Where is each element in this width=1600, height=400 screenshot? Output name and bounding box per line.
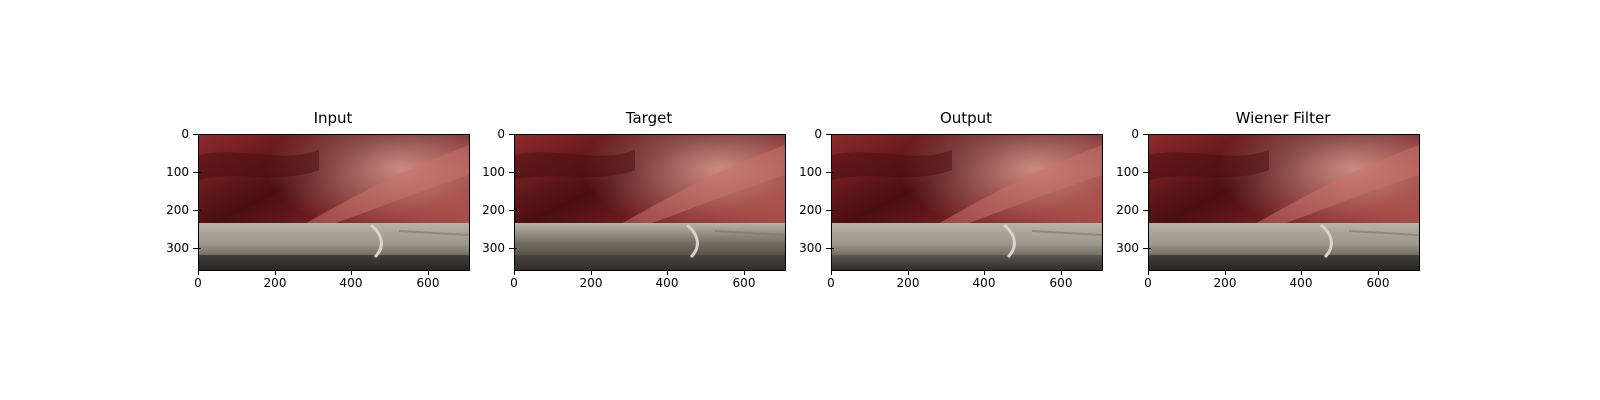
image-frame bbox=[198, 134, 470, 271]
x-tick-label: 400 bbox=[1289, 276, 1313, 290]
y-tick-mark bbox=[509, 248, 517, 249]
x-tick-mark bbox=[667, 270, 668, 275]
y-tick-mark bbox=[193, 134, 201, 135]
surgical-scene-image bbox=[1149, 135, 1419, 270]
y-tick-mark bbox=[1143, 210, 1151, 211]
x-tick-label: 200 bbox=[579, 276, 603, 290]
y-tick-mark bbox=[193, 210, 201, 211]
x-tick-label: 0 bbox=[827, 276, 835, 290]
y-tick-label: 0 bbox=[181, 127, 189, 141]
y-tick-label: 200 bbox=[166, 203, 189, 217]
x-tick-label: 0 bbox=[510, 276, 518, 290]
y-tick-mark bbox=[193, 248, 201, 249]
image-frame bbox=[1148, 134, 1420, 271]
y-tick-mark bbox=[509, 172, 517, 173]
x-tick-label: 600 bbox=[416, 276, 440, 290]
x-tick-label: 600 bbox=[1049, 276, 1073, 290]
y-tick-mark bbox=[1143, 248, 1151, 249]
y-tick-mark bbox=[826, 210, 834, 211]
x-tick-mark bbox=[908, 270, 909, 275]
y-tick-mark bbox=[826, 248, 834, 249]
x-tick-mark bbox=[275, 270, 276, 275]
x-tick-mark bbox=[351, 270, 352, 275]
x-tick-label: 600 bbox=[1366, 276, 1390, 290]
x-tick-mark bbox=[1378, 270, 1379, 275]
y-tick-label: 100 bbox=[482, 165, 505, 179]
x-tick-mark bbox=[1061, 270, 1062, 275]
x-tick-mark bbox=[984, 270, 985, 275]
image-frame bbox=[831, 134, 1103, 271]
y-tick-mark bbox=[509, 210, 517, 211]
y-tick-label: 0 bbox=[1131, 127, 1139, 141]
x-tick-label: 0 bbox=[1144, 276, 1152, 290]
y-tick-label: 100 bbox=[799, 165, 822, 179]
y-tick-label: 0 bbox=[497, 127, 505, 141]
x-tick-mark bbox=[744, 270, 745, 275]
x-tick-label: 200 bbox=[896, 276, 920, 290]
x-tick-label: 200 bbox=[1213, 276, 1237, 290]
y-tick-mark bbox=[193, 172, 201, 173]
surgical-scene-image bbox=[515, 135, 785, 270]
y-tick-mark bbox=[509, 134, 517, 135]
panel-title: Input bbox=[313, 109, 353, 127]
x-tick-label: 600 bbox=[732, 276, 756, 290]
image-panel-input: Input 0 100 200 300 0 200 400 60 bbox=[0, 0, 470, 290]
x-tick-mark bbox=[1225, 270, 1226, 275]
x-tick-label: 400 bbox=[972, 276, 996, 290]
y-tick-label: 300 bbox=[1116, 241, 1139, 255]
x-tick-label: 400 bbox=[339, 276, 363, 290]
y-tick-label: 300 bbox=[166, 241, 189, 255]
image-panel-target: Target 0 100 200 300 0 200 400 6 bbox=[0, 0, 786, 290]
x-tick-label: 400 bbox=[655, 276, 679, 290]
x-tick-mark bbox=[1148, 270, 1149, 275]
y-tick-label: 200 bbox=[799, 203, 822, 217]
y-tick-label: 200 bbox=[482, 203, 505, 217]
y-tick-mark bbox=[826, 172, 834, 173]
y-tick-mark bbox=[1143, 134, 1151, 135]
surgical-scene-image bbox=[832, 135, 1102, 270]
y-tick-mark bbox=[1143, 172, 1151, 173]
panel-title: Wiener Filter bbox=[1235, 109, 1331, 127]
x-tick-mark bbox=[591, 270, 592, 275]
y-tick-label: 100 bbox=[1116, 165, 1139, 179]
x-tick-mark bbox=[198, 270, 199, 275]
x-tick-mark bbox=[831, 270, 832, 275]
panel-title: Output bbox=[939, 109, 993, 127]
y-tick-label: 300 bbox=[482, 241, 505, 255]
y-tick-label: 200 bbox=[1116, 203, 1139, 217]
image-frame bbox=[514, 134, 786, 271]
x-tick-mark bbox=[514, 270, 515, 275]
x-tick-label: 0 bbox=[194, 276, 202, 290]
image-panel-wiener: Wiener Filter 0 100 200 300 0 bbox=[0, 0, 1420, 290]
y-tick-label: 0 bbox=[814, 127, 822, 141]
surgical-scene-image bbox=[199, 135, 469, 270]
image-panel-output: Output 0 100 200 300 0 200 400 6 bbox=[0, 0, 1103, 290]
panel-title: Target bbox=[625, 109, 673, 127]
y-tick-label: 100 bbox=[166, 165, 189, 179]
x-tick-mark bbox=[1301, 270, 1302, 275]
y-tick-label: 300 bbox=[799, 241, 822, 255]
x-tick-label: 200 bbox=[263, 276, 287, 290]
y-tick-mark bbox=[826, 134, 834, 135]
x-tick-mark bbox=[428, 270, 429, 275]
